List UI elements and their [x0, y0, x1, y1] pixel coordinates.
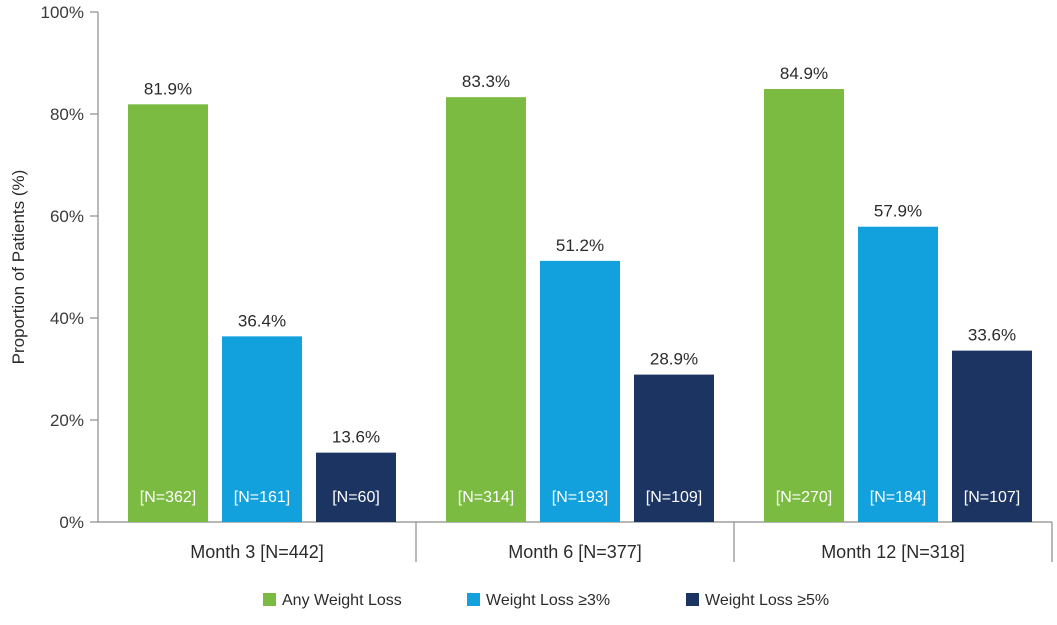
legend-label: Weight Loss ≥3%: [486, 592, 610, 609]
x-category-label: Month 3 [N=442]: [190, 542, 324, 562]
bar-month-2-series-1: [858, 226, 938, 522]
bar-month-0-series-0: [128, 104, 208, 522]
bar-value-label: 36.4%: [238, 311, 286, 330]
bar-month-2-series-2: [952, 350, 1032, 522]
y-tick-label: 100%: [41, 3, 84, 22]
legend-label: Any Weight Loss: [282, 592, 402, 609]
legend-swatch: [686, 593, 699, 606]
y-tick-label: 40%: [50, 309, 84, 328]
bar-n-label: [N=109]: [646, 489, 702, 506]
x-category-label: Month 6 [N=377]: [508, 542, 642, 562]
y-tick-label: 80%: [50, 105, 84, 124]
bar-month-1-series-0: [446, 97, 526, 523]
legend-swatch: [263, 593, 276, 606]
bar-value-label: 51.2%: [556, 236, 604, 255]
bar-n-label: [N=193]: [552, 489, 608, 506]
bar-month-0-series-2: [316, 452, 396, 522]
bar-value-label: 28.9%: [650, 350, 698, 369]
chart-legend: Any Weight Loss Weight Loss ≥3% Weight Los…: [263, 592, 829, 609]
legend-label: Weight Loss ≥5%: [705, 592, 829, 609]
y-tick-label: 20%: [50, 411, 84, 430]
y-tick-label: 0%: [59, 513, 84, 532]
legend-swatch: [467, 593, 480, 606]
bar-n-label: [N=270]: [776, 489, 832, 506]
bar-n-label: [N=184]: [870, 489, 926, 506]
bar-n-label: [N=161]: [234, 489, 290, 506]
x-category-label: Month 12 [N=318]: [821, 542, 965, 562]
bar-value-label: 33.6%: [968, 326, 1016, 345]
bar-value-label: 57.9%: [874, 202, 922, 221]
bar-value-label: 83.3%: [462, 72, 510, 91]
bar-value-label: 81.9%: [144, 79, 192, 98]
bar-value-label: 84.9%: [780, 64, 828, 83]
chart-labels: 81.9% [N=362] 36.4% [N=161] 13.6% [N=60] Month…: [140, 64, 1020, 562]
y-tick-label: 60%: [50, 207, 84, 226]
bar-value-label: 13.6%: [332, 428, 380, 447]
bar-n-label: [N=362]: [140, 489, 196, 506]
bar-month-0-series-1: [222, 336, 302, 522]
bar-n-label: [N=107]: [964, 489, 1020, 506]
bar-n-label: [N=60]: [332, 489, 380, 506]
y-axis-title: Proportion of Patients (%): [9, 170, 28, 365]
chart-bars: [128, 89, 1032, 523]
bar-month-2-series-0: [764, 89, 844, 522]
bar-n-label: [N=314]: [458, 489, 514, 506]
bar-month-1-series-2: [634, 374, 714, 522]
bar-month-1-series-1: [540, 260, 620, 522]
